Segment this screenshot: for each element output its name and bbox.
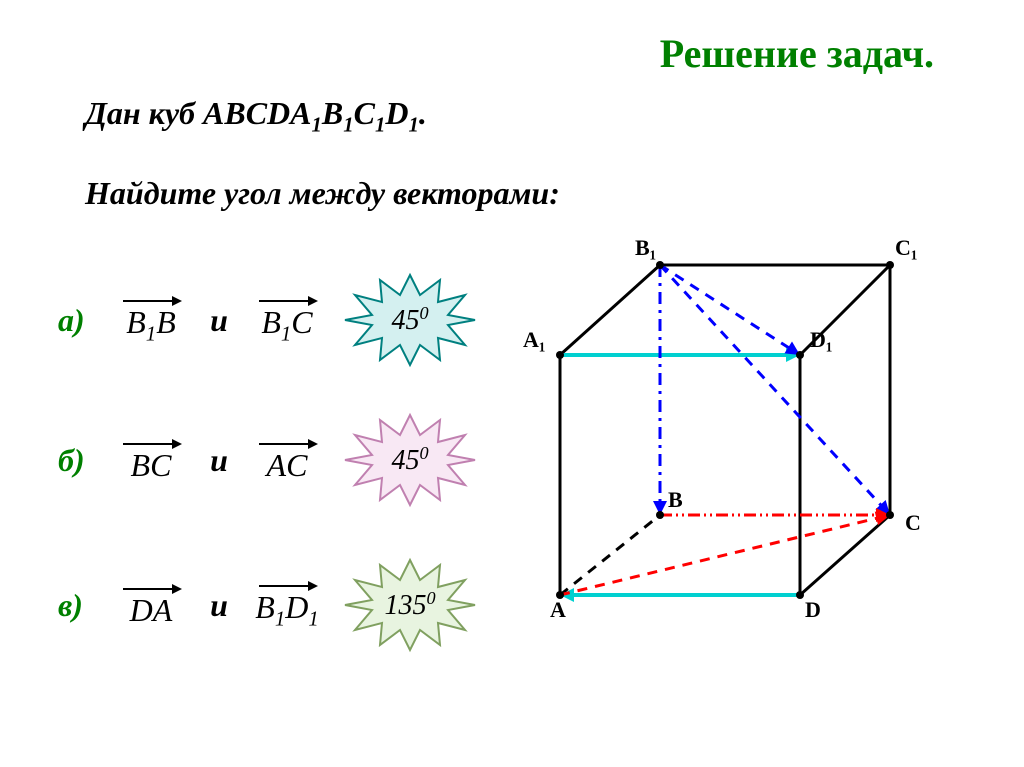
label-B1: B₁ xyxy=(635,235,656,261)
problem-row-a: а) B1B и B1C 450 xyxy=(58,270,480,370)
label-C: C xyxy=(905,510,921,536)
answer-burst-a: 450 xyxy=(340,270,480,370)
answer-b-text: 450 xyxy=(391,443,428,477)
cube-diagram: B₁ C₁ A₁ D₁ B C A D xyxy=(520,235,1000,655)
vector-bc: BC xyxy=(116,437,186,484)
vector-ac: AC xyxy=(252,437,322,484)
label-A: A xyxy=(550,597,566,623)
label-C1: C₁ xyxy=(895,235,917,261)
label-B: B xyxy=(668,487,683,513)
label-A1: A₁ xyxy=(523,327,545,353)
label-D1: D₁ xyxy=(810,327,832,353)
page-title: Решение задач. xyxy=(660,30,934,77)
problem-row-v: в) DA и B1D1 1350 xyxy=(58,555,480,655)
given-text: Дан куб ABCDA1B1C1D1. xyxy=(85,95,427,137)
label-b: б) xyxy=(58,442,98,479)
vector-b1d1: B1D1 xyxy=(252,579,322,631)
answer-burst-v: 1350 xyxy=(340,555,480,655)
vector-b1c: B1C xyxy=(252,294,322,346)
given-cube: ABCDA1B1C1D1. xyxy=(203,95,427,131)
and-word: и xyxy=(204,587,234,624)
answer-v-text: 1350 xyxy=(384,588,435,622)
answer-burst-b: 450 xyxy=(340,410,480,510)
vector-b1b: B1B xyxy=(116,294,186,346)
find-text: Найдите угол между векторами: xyxy=(85,175,560,212)
answer-a-text: 450 xyxy=(391,303,428,337)
label-D: D xyxy=(805,597,821,623)
and-word: и xyxy=(204,442,234,479)
vector-da: DA xyxy=(116,582,186,629)
and-word: и xyxy=(204,302,234,339)
problem-row-b: б) BC и AC 450 xyxy=(58,410,480,510)
label-v: в) xyxy=(58,587,98,624)
given-prefix: Дан куб xyxy=(85,95,203,131)
label-a: а) xyxy=(58,302,98,339)
